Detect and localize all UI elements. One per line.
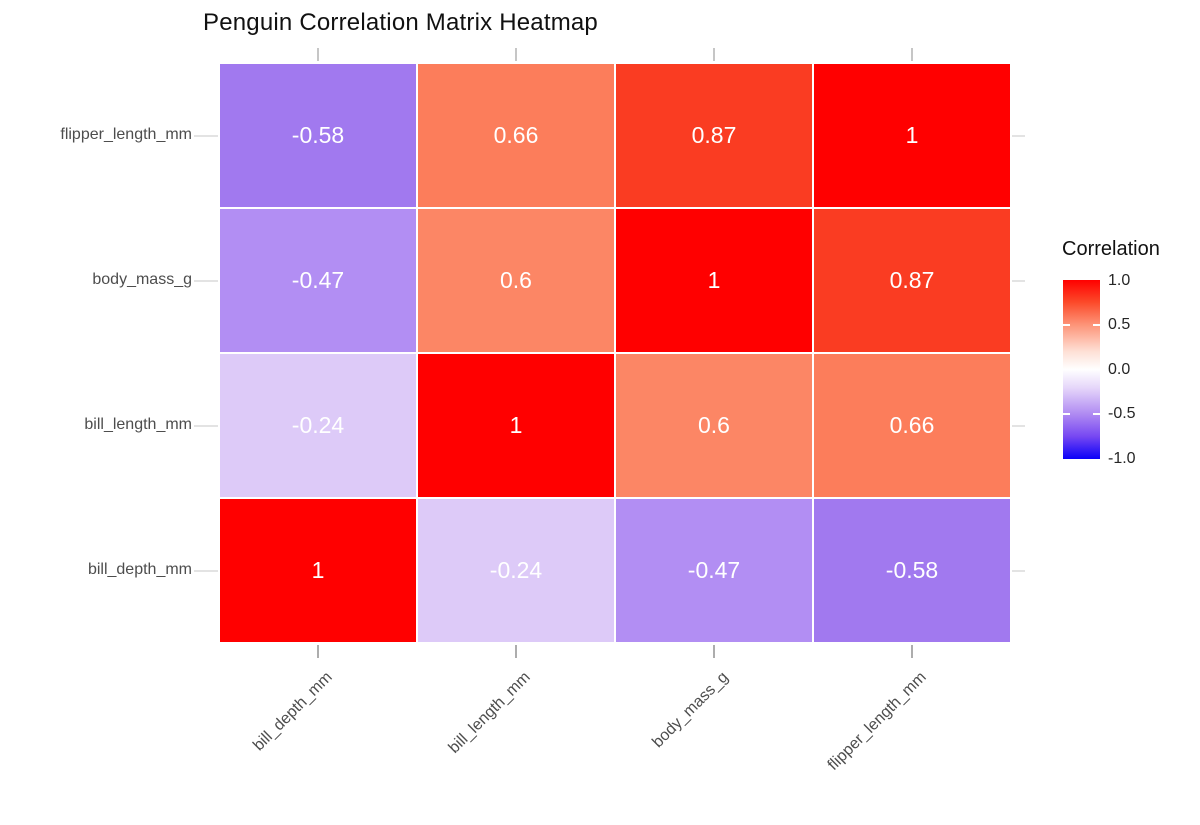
x-axis-label: bill_depth_mm — [250, 668, 336, 755]
heatmap-cell: -0.58 — [220, 64, 416, 207]
axis-tick — [1012, 570, 1025, 572]
heatmap-cell: 1 — [616, 209, 812, 352]
colorbar-tick — [1093, 413, 1100, 415]
y-axis-label: bill_depth_mm — [87, 561, 192, 578]
x-axis-label: body_mass_g — [649, 668, 732, 752]
axis-tick — [1012, 280, 1025, 282]
axis-tick — [911, 48, 913, 61]
heatmap-cell: 1 — [220, 499, 416, 642]
legend-tick-label: 0.0 — [1108, 361, 1131, 378]
heatmap-cell: -0.47 — [220, 209, 416, 352]
y-axis-label: bill_length_mm — [84, 416, 192, 433]
heatmap-cell: 0.66 — [418, 64, 614, 207]
y-axis-label: flipper_length_mm — [60, 126, 192, 143]
heatmap-cell: 0.6 — [418, 209, 614, 352]
axis-tick — [713, 645, 715, 658]
legend-title: Correlation — [1062, 238, 1160, 260]
axis-tick — [194, 425, 218, 427]
x-axis-label: flipper_length_mm — [824, 668, 930, 774]
axis-tick — [1012, 425, 1025, 427]
legend-tick-label: -1.0 — [1108, 450, 1136, 467]
heatmap-cell: 0.66 — [814, 354, 1010, 497]
colorbar-tick — [1063, 413, 1070, 415]
colorbar-tick — [1093, 324, 1100, 326]
legend-tick-label: 1.0 — [1108, 272, 1131, 289]
heatmap-cell: 0.87 — [616, 64, 812, 207]
heatmap-cell: 1 — [418, 354, 614, 497]
axis-tick — [911, 645, 913, 658]
axis-tick — [194, 570, 218, 572]
axis-tick — [194, 280, 218, 282]
axis-tick — [515, 645, 517, 658]
heatmap-cell: -0.47 — [616, 499, 812, 642]
plot-title: Penguin Correlation Matrix Heatmap — [203, 9, 598, 36]
x-axis-label: bill_length_mm — [445, 668, 534, 757]
heatmap-cell: -0.24 — [418, 499, 614, 642]
heatmap-cell: 0.87 — [814, 209, 1010, 352]
legend-colorbar — [1063, 280, 1100, 459]
legend-tick-label: -0.5 — [1108, 405, 1136, 422]
heatmap-cell: -0.58 — [814, 499, 1010, 642]
axis-tick — [317, 48, 319, 61]
heatmap-cell: 1 — [814, 64, 1010, 207]
axis-tick — [1012, 135, 1025, 137]
axis-tick — [515, 48, 517, 61]
axis-tick — [713, 48, 715, 61]
axis-tick — [317, 645, 319, 658]
heatmap-cell: 0.6 — [616, 354, 812, 497]
legend-tick-label: 0.5 — [1108, 316, 1131, 333]
heatmap-panel: -0.58 0.66 0.87 1 -0.47 0.6 1 0.87 -0.24… — [220, 64, 1010, 642]
axis-tick — [194, 135, 218, 137]
y-axis-label: body_mass_g — [92, 271, 192, 288]
heatmap-cell: -0.24 — [220, 354, 416, 497]
colorbar-tick — [1063, 324, 1070, 326]
